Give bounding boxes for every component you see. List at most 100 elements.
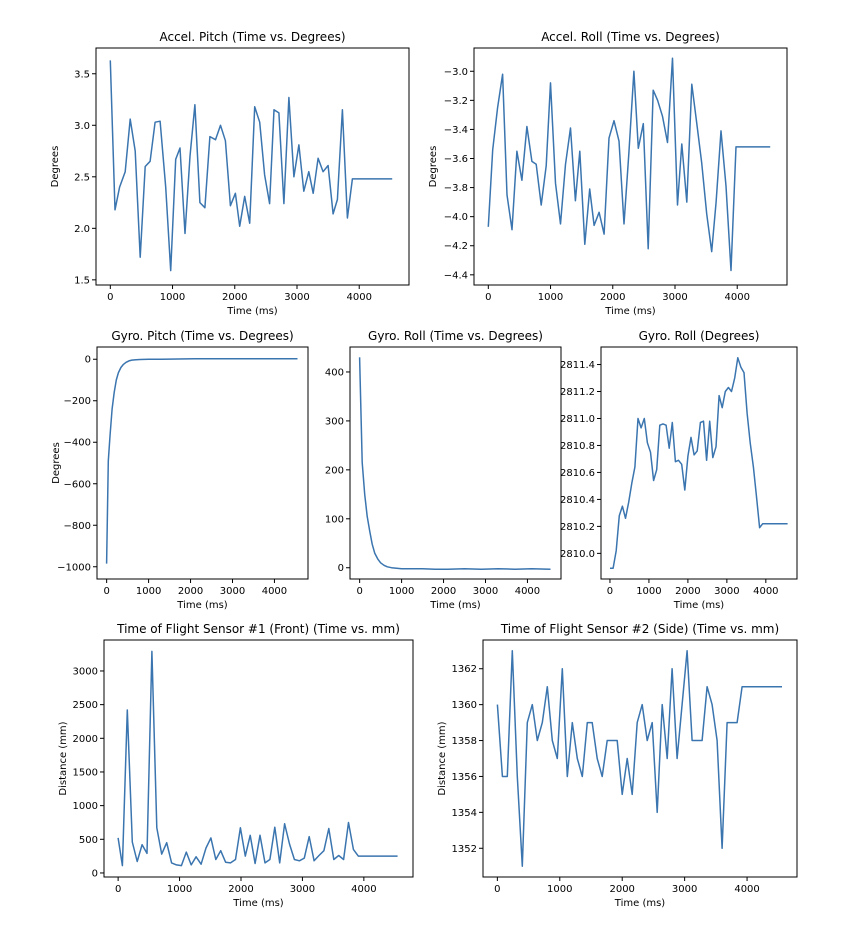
axes-frame [103, 639, 414, 878]
y-tick-label: −1000 [57, 562, 91, 573]
chart-title: Gyro. Roll (Degrees) [639, 329, 760, 343]
y-axis-label: Distance (mm) [437, 721, 448, 795]
y-tick-label: 0 [92, 868, 98, 879]
y-tick-label: 200 [325, 465, 344, 476]
y-tick-label: −3.2 [444, 96, 468, 107]
x-tick-label: 1000 [547, 884, 572, 895]
x-tick-label: 4000 [753, 586, 778, 597]
y-axis-label: Degrees [428, 146, 439, 188]
x-tick-label: 2000 [228, 884, 253, 895]
x-tick-label: 4000 [515, 586, 540, 597]
axes-frame [473, 47, 788, 286]
y-tick-label: 2810.6 [560, 468, 595, 479]
x-tick-label: 1000 [136, 586, 161, 597]
chart-title: Gyro. Pitch (Time vs. Degrees) [111, 329, 293, 343]
x-tick-label: 3000 [473, 586, 498, 597]
axes-frame [600, 346, 798, 580]
y-tick-label: 2500 [73, 700, 98, 711]
x-tick-label: 1000 [538, 292, 563, 303]
chart-title: Gyro. Roll (Time vs. Degrees) [368, 329, 543, 343]
series-line [610, 357, 788, 569]
x-tick-label: 0 [107, 292, 113, 303]
y-tick-label: −4.2 [444, 241, 468, 252]
axes-frame [482, 639, 798, 878]
x-tick-label: 4000 [346, 292, 371, 303]
chart-accel-roll: Accel. Roll (Time vs. Degrees) 0 1000 2000 3… [428, 30, 788, 317]
x-tick-label: 1000 [389, 586, 414, 597]
chart-title: Time of Flight Sensor #1 (Front) (Time v… [116, 622, 400, 636]
y-tick-label: 0 [85, 355, 91, 366]
x-tick-label: 2000 [609, 884, 634, 895]
chart-tof-side: Time of Flight Sensor #2 (Side) (Time vs… [437, 622, 798, 909]
x-tick-label: 1000 [167, 884, 192, 895]
y-tick-label: 500 [79, 835, 98, 846]
y-tick-label: −200 [64, 396, 91, 407]
x-axis-label: Time (ms) [673, 600, 725, 611]
y-tick-label: −800 [64, 521, 91, 532]
chart-accel-pitch: Accel. Pitch (Time vs. Degrees) 0 1000 2000… [50, 30, 410, 317]
y-tick-label: −4.4 [444, 270, 468, 281]
x-tick-label: 4000 [724, 292, 749, 303]
axes-frame [349, 346, 562, 580]
x-tick-label: 0 [485, 292, 491, 303]
series-line [117, 650, 398, 867]
y-tick-label: 400 [325, 367, 344, 378]
chart-gyro-pitch: Gyro. Pitch (Time vs. Degrees) 0 1000 2000 3… [51, 329, 309, 611]
y-tick-label: 1352 [452, 844, 477, 855]
y-tick-label: 3.5 [74, 69, 90, 80]
y-tick-label: 1360 [452, 700, 477, 711]
y-tick-label: −400 [64, 438, 91, 449]
y-tick-label: 2000 [73, 734, 98, 745]
x-tick-label: 3000 [284, 292, 309, 303]
y-tick-label: −600 [64, 479, 91, 490]
y-tick-label: −3.0 [444, 67, 468, 78]
x-tick-label: 2000 [222, 292, 247, 303]
x-tick-label: 0 [607, 586, 613, 597]
series-line [487, 57, 771, 272]
y-tick-label: 1354 [452, 808, 477, 819]
y-tick-label: 1500 [73, 767, 98, 778]
x-tick-label: 3000 [714, 586, 739, 597]
y-tick-label: 3000 [73, 666, 98, 677]
y-tick-label: 2811.0 [560, 414, 595, 425]
y-tick-label: 2.5 [74, 172, 90, 183]
y-tick-label: 300 [325, 416, 344, 427]
chart-gyro-roll-degrees: Gyro. Roll (Degrees) 0 1000 2000 3000 4000 281… [560, 329, 798, 611]
y-tick-label: −3.6 [444, 154, 468, 165]
x-tick-label: 0 [356, 586, 362, 597]
x-tick-label: 4000 [734, 884, 759, 895]
x-axis-label: Time (ms) [232, 898, 284, 909]
x-axis-label: Time (ms) [614, 898, 666, 909]
y-tick-label: 2811.4 [560, 360, 595, 371]
y-axis-label: Degrees [51, 442, 62, 484]
y-tick-label: 1.5 [74, 275, 90, 286]
x-tick-label: 0 [494, 884, 500, 895]
y-tick-label: 2811.2 [560, 387, 595, 398]
x-tick-label: 2000 [431, 586, 456, 597]
y-tick-label: 1356 [452, 772, 477, 783]
y-tick-label: 1362 [452, 664, 477, 675]
y-tick-label: 100 [325, 514, 344, 525]
x-tick-label: 0 [115, 884, 121, 895]
series-line [496, 650, 782, 867]
y-axis-label: Distance (mm) [58, 721, 69, 795]
x-tick-label: 3000 [672, 884, 697, 895]
x-tick-label: 1000 [160, 292, 185, 303]
chart-gyro-roll-time: Gyro. Roll (Time vs. Degrees) 0 1000 2000 30… [325, 329, 562, 611]
x-tick-label: 4000 [351, 884, 376, 895]
series-line [105, 358, 298, 564]
chart-title: Accel. Roll (Time vs. Degrees) [541, 30, 720, 44]
x-axis-label: Time (ms) [226, 306, 278, 317]
series-line [109, 60, 393, 272]
x-tick-label: 2000 [675, 586, 700, 597]
y-tick-label: −3.8 [444, 183, 468, 194]
y-tick-label: −3.4 [444, 125, 468, 136]
x-tick-label: 3000 [290, 884, 315, 895]
x-tick-label: 3000 [220, 586, 245, 597]
x-tick-label: 2000 [600, 292, 625, 303]
y-tick-label: 1000 [73, 801, 98, 812]
x-tick-label: 3000 [662, 292, 687, 303]
y-tick-label: 2.0 [74, 224, 90, 235]
chart-title: Time of Flight Sensor #2 (Side) (Time vs… [500, 622, 779, 636]
